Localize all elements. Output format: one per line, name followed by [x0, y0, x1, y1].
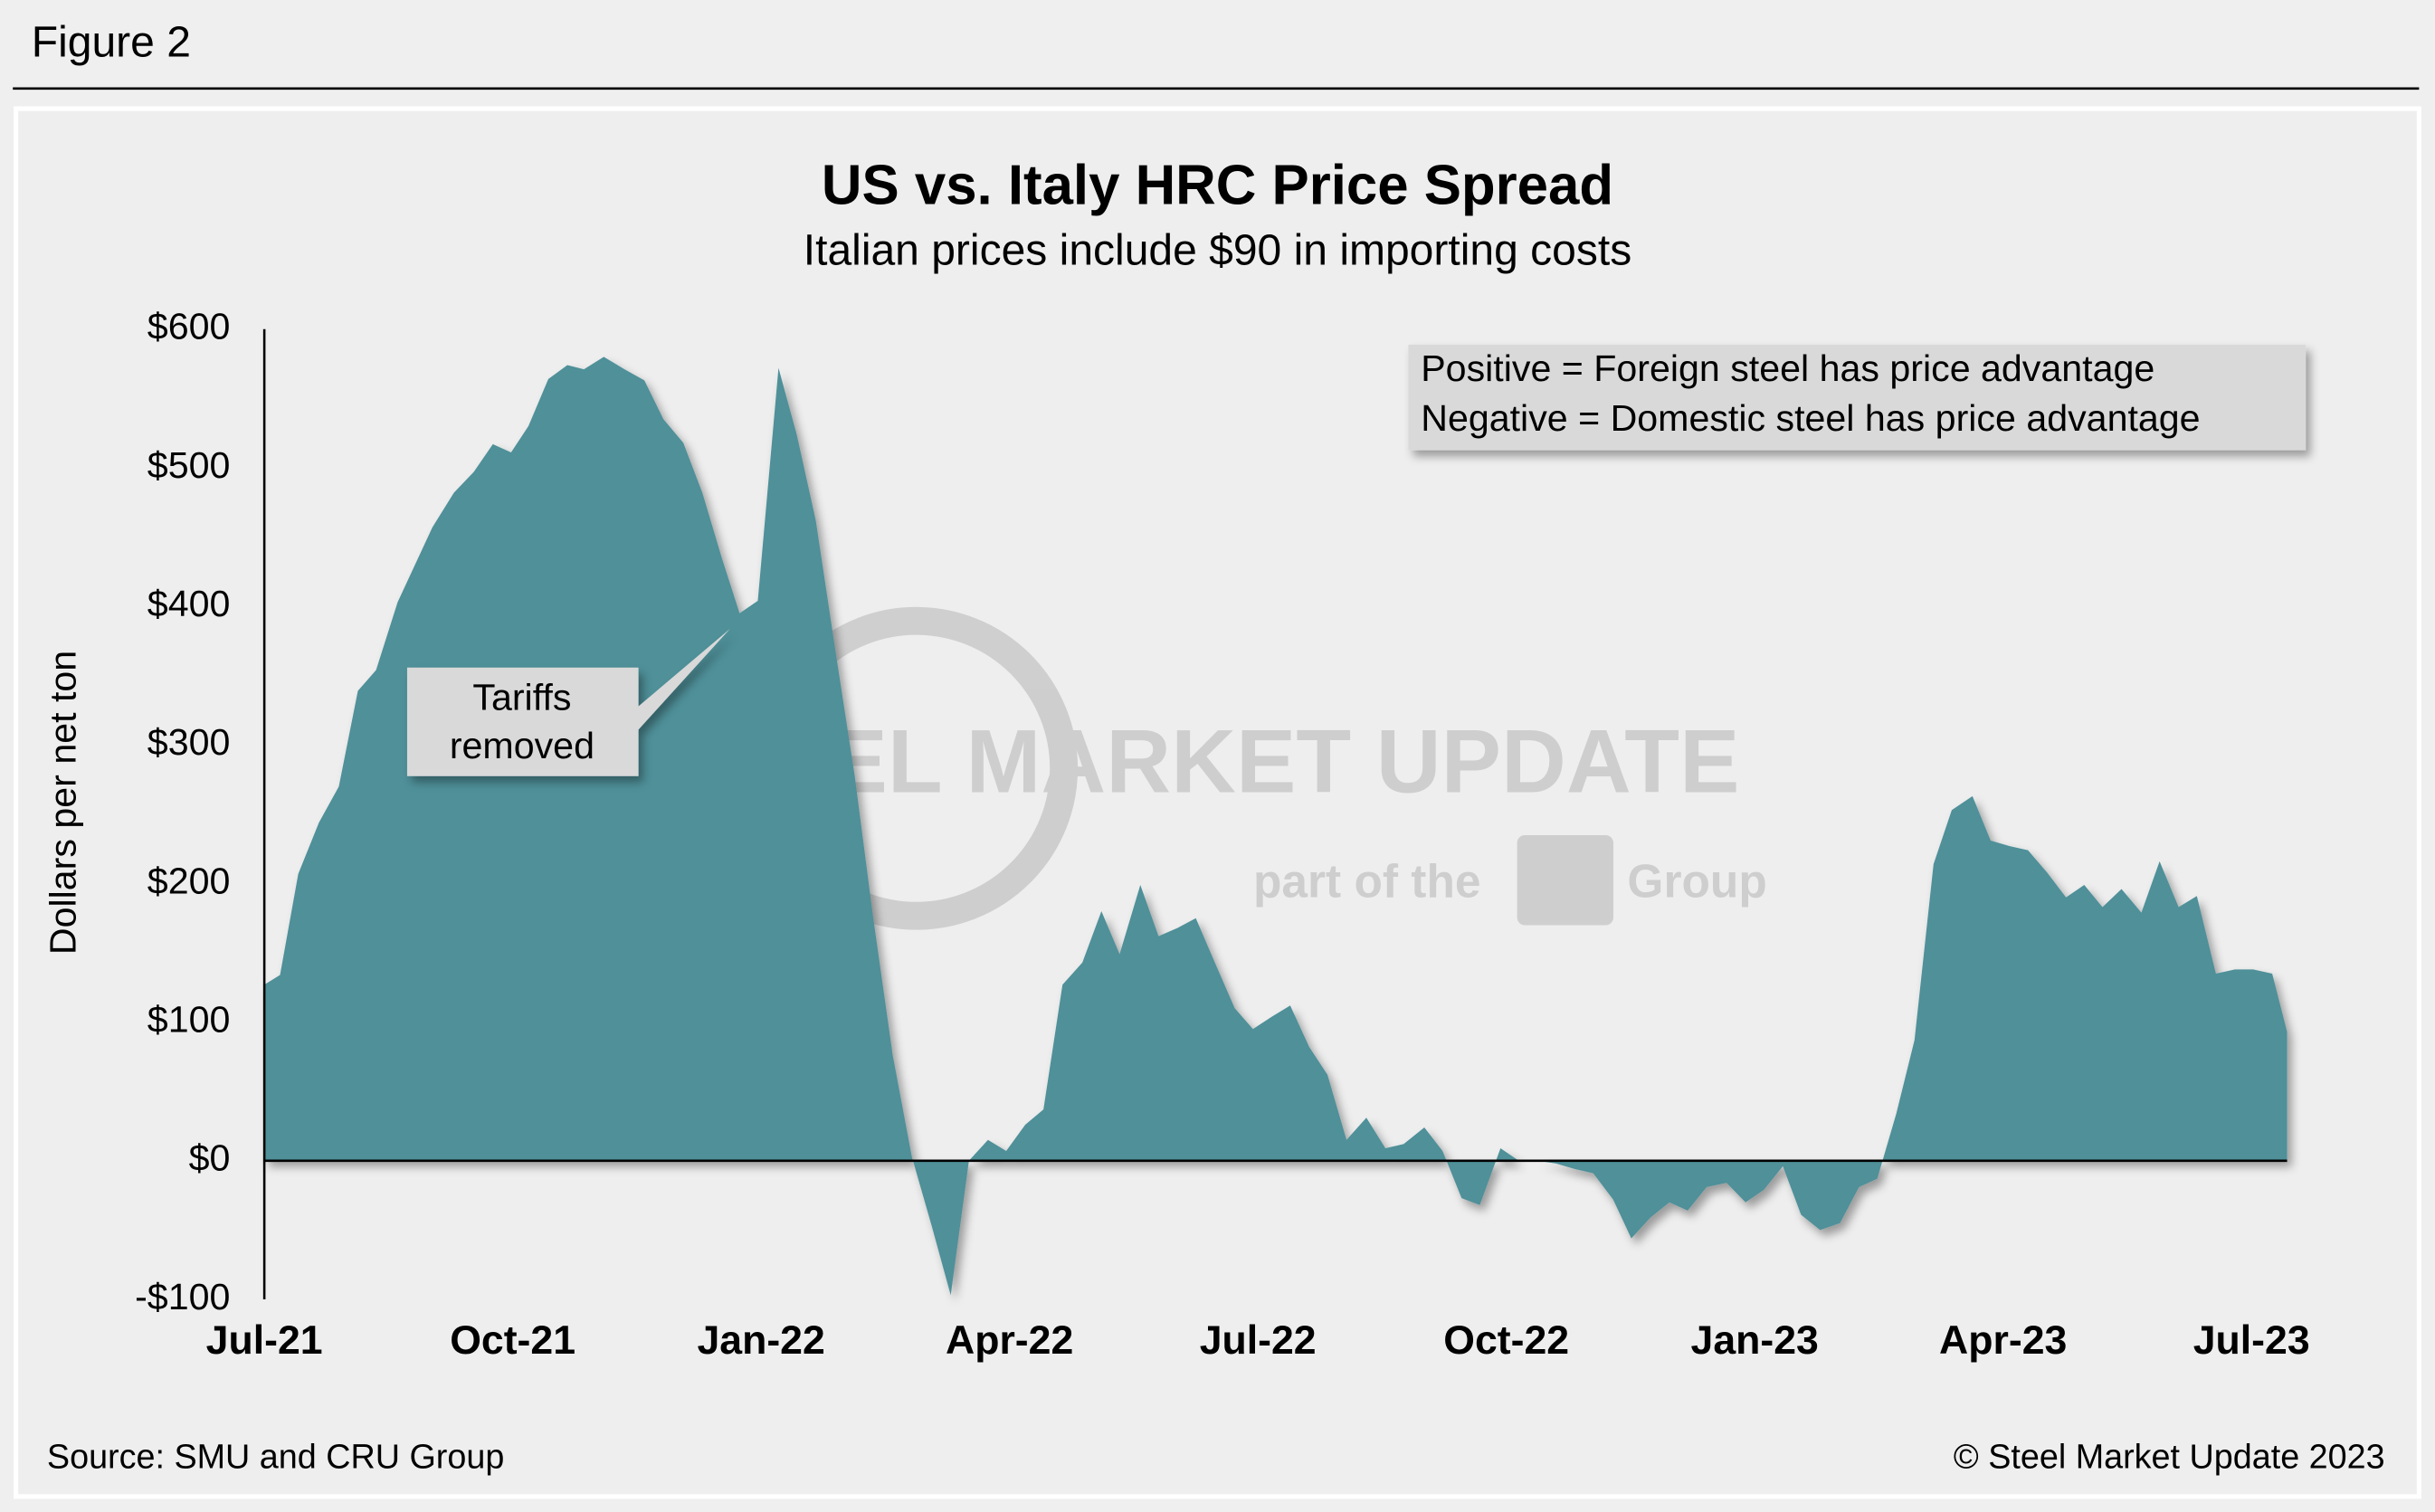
callout-text: removed	[450, 725, 594, 766]
y-tick-label: $500	[147, 444, 231, 486]
y-tick-label: $400	[147, 583, 231, 624]
note-box: Positive = Foreign steel has price advan…	[1408, 344, 2307, 451]
note-line: Negative = Domestic steel has price adva…	[1421, 397, 2200, 439]
watermark-text: part of the	[1253, 854, 1481, 907]
y-tick-label: -$100	[135, 1276, 230, 1317]
x-tick-label: Jul-21	[206, 1318, 323, 1363]
callout: Tariffs removed	[406, 628, 730, 776]
note-background	[1408, 344, 2307, 451]
watermark-text: CRU	[1518, 855, 1612, 903]
note-line: Positive = Foreign steel has price advan…	[1421, 347, 2154, 389]
area	[264, 357, 2288, 1296]
y-tick-label: $100	[147, 998, 231, 1040]
chart-subtitle: Italian prices include $90 in importing …	[804, 226, 1631, 274]
x-tick-label: Oct-21	[450, 1318, 575, 1363]
x-tick-label: Jan-22	[697, 1318, 824, 1363]
x-tick-label: Apr-23	[1939, 1318, 2067, 1363]
chart-title: US vs. Italy HRC Price Spread	[822, 155, 1613, 217]
x-tick-label: Jul-23	[2193, 1318, 2310, 1363]
figure-label: Figure 2	[32, 18, 191, 66]
x-tick-label: Jul-22	[1200, 1318, 1317, 1363]
callout-background	[406, 628, 730, 776]
watermark-logo	[1517, 834, 1613, 926]
y-tick-label: $600	[147, 306, 231, 347]
x-tick-label: Apr-22	[946, 1318, 1073, 1363]
y-tick-label: $200	[147, 860, 231, 901]
x-tick-label: Jan-23	[1691, 1318, 1819, 1363]
y-tick-label: $300	[147, 721, 231, 763]
x-tick-label: Oct-22	[1443, 1318, 1569, 1363]
y-axis-label: Dollars per net ton	[42, 651, 83, 955]
watermark-text: Group	[1627, 854, 1766, 907]
axes: -$100 $0 $100 $200 $300 $400 $500 $600 Jul-21 Oct…	[135, 306, 2310, 1363]
plot	[264, 357, 2288, 1296]
y-tick-label: $0	[189, 1137, 231, 1179]
source: Source: SMU and CRU Group	[47, 1438, 504, 1476]
copyright: © Steel Market Update 2023	[1954, 1438, 2385, 1476]
callout-text: Tariffs	[472, 677, 571, 718]
